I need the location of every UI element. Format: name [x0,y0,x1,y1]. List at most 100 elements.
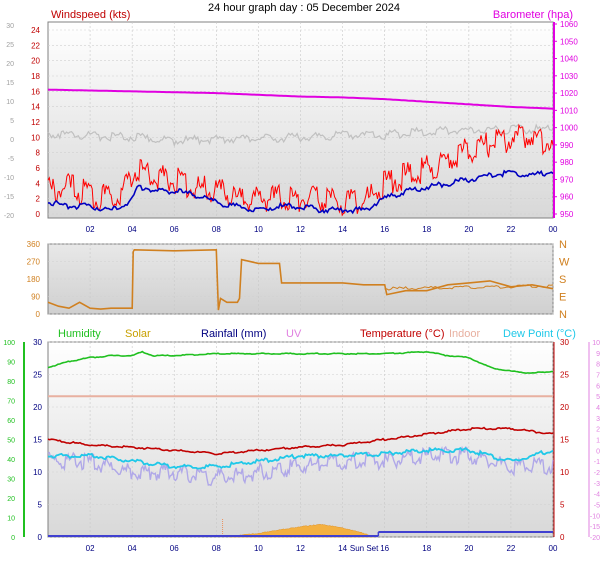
left-secondary-tick-label: 10 [33,468,42,477]
humidity-tick-label: 20 [7,496,15,503]
wind-tick-label: 2 [36,195,41,204]
barometer-tick-label: 990 [560,141,574,150]
grid-layer [48,22,554,538]
x-tick-label-top: 20 [464,225,473,234]
humidity-tick-label: 50 [7,438,15,445]
legend-temperature: Temperature (°C) [360,328,444,340]
left-secondary-tick-label: 25 [33,371,42,380]
direction-tick-label: 0 [36,310,41,319]
wind-tick-label: 10 [31,133,40,142]
uv-tick-label: 6 [596,383,600,390]
legend-uv: UV [286,328,302,340]
temperature-tick-label: 30 [560,338,569,347]
humidity-tick-label: 0 [11,535,15,542]
humidity-tick-label: 80 [7,379,15,386]
humidity-tick-label: 70 [7,399,15,406]
left-secondary-tick-label: 0 [38,533,43,542]
legend-solar: Solar [125,328,151,340]
x-tick-label-top: 08 [212,225,221,234]
series-layer [47,88,554,538]
temperature-line [47,426,554,456]
barometer-tick-label: 1050 [560,37,578,46]
x-tick-label-top: 18 [422,225,431,234]
grey-series-line [47,123,554,148]
uv-tick-label: 8 [596,362,600,369]
feels-like-line [47,445,554,487]
x-tick-label-bottom: 08 [212,544,221,553]
humidity-line [47,350,554,375]
uv-tick-label: 0 [596,448,600,455]
compass-tick-label: N [559,239,567,251]
direction-tick-label: 180 [27,275,41,284]
uv-tick-label: 9 [596,351,600,358]
x-tick-label-top: 22 [506,225,515,234]
direction-tick-label: 270 [27,258,41,267]
barometer-tick-label: 960 [560,193,574,202]
grey-tick-label: 10 [6,99,14,106]
humidity-tick-label: 90 [7,360,15,367]
wind-tick-label: 24 [31,26,40,35]
uv-tick-label: -15 [590,524,600,531]
temperature-tick-label: 25 [560,371,569,380]
direction-tick-label: 90 [31,293,40,302]
x-tick-label-top: 16 [380,225,389,234]
uv-tick-label: 5 [596,394,600,401]
sunset-label: Sun Set [350,544,379,553]
x-tick-label-top: 10 [254,225,263,234]
uv-tick-label: -10 [590,513,600,520]
temperature-tick-label: 15 [560,436,569,445]
temperature-tick-label: 20 [560,403,569,412]
wind-direction-line [47,248,554,311]
x-tick-label-top: 04 [128,225,137,234]
barometer-tick-label: 1000 [560,124,578,133]
grey-tick-label: 0 [10,137,14,144]
grey-tick-label: -20 [4,213,14,220]
x-tick-label-bottom: 10 [254,544,263,553]
uv-tick-label: -3 [594,481,600,488]
wind-tick-label: 4 [36,179,41,188]
uv-tick-label: 4 [596,405,600,412]
barometer-tick-label: 950 [560,210,574,219]
uv-tick-label: -20 [590,535,600,542]
barometer-tick-label: 1040 [560,55,578,64]
compass-tick-label: S [559,274,566,286]
uv-tick-label: -4 [594,492,600,499]
grey-tick-label: 25 [6,42,14,49]
grey-tick-label: -5 [8,156,14,163]
x-tick-label-bottom: 04 [128,544,137,553]
windspeed-axis-label: Windspeed (kts) [51,9,130,21]
barometer-tick-label: 970 [560,175,574,184]
barometer-tick-label: 1060 [560,20,578,29]
x-tick-label-bottom: 06 [170,544,179,553]
barometer-tick-label: 1030 [560,72,578,81]
temperature-tick-label: 0 [560,533,565,542]
uv-tick-label: 10 [592,340,600,347]
humidity-tick-label: 40 [7,457,15,464]
left-secondary-tick-label: 5 [38,501,43,510]
x-tick-label-top: 06 [170,225,179,234]
humidity-tick-label: 60 [7,418,15,425]
left-secondary-tick-label: 20 [33,403,42,412]
uv-tick-label: -2 [594,470,600,477]
wind-gust-line [47,123,554,217]
temperature-tick-label: 10 [560,468,569,477]
uv-tick-label: 2 [596,427,600,434]
x-tick-label-top: 14 [338,225,347,234]
temperature-tick-label: 5 [560,501,565,510]
wind-tick-label: 0 [36,210,41,219]
wind-direction-noise [384,284,554,291]
left-secondary-tick-label: 30 [33,338,42,347]
grey-tick-label: -15 [4,194,14,201]
wind-tick-label: 22 [31,41,40,50]
x-tick-label-bottom: 20 [464,544,473,553]
uv-tick-label: 3 [596,416,600,423]
humidity-tick-label: 100 [3,340,15,347]
legend-dew-point: Dew Point (°C) [503,328,576,340]
x-tick-label-bottom: 16 [380,544,389,553]
barometer-tick-label: 1010 [560,106,578,115]
solar-area [228,524,375,538]
x-tick-label-top: 00 [549,225,558,234]
